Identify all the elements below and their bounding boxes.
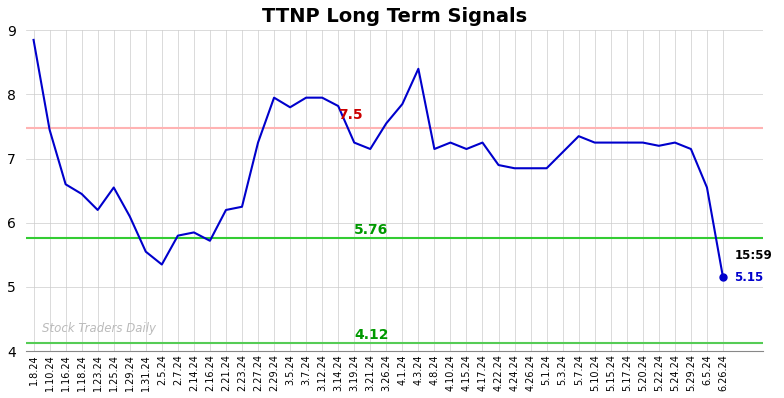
Title: TTNP Long Term Signals: TTNP Long Term Signals <box>262 7 527 26</box>
Text: 5.15: 5.15 <box>735 271 764 283</box>
Text: 7.5: 7.5 <box>338 108 363 122</box>
Text: 15:59: 15:59 <box>735 250 772 262</box>
Text: 4.12: 4.12 <box>354 328 389 342</box>
Text: Stock Traders Daily: Stock Traders Daily <box>42 322 155 335</box>
Text: 5.76: 5.76 <box>354 223 389 237</box>
